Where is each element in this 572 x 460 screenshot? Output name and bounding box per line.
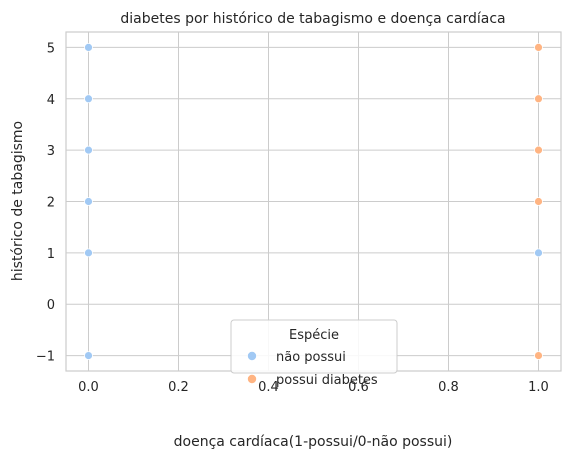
y-tick-labels: −1 0 1 2 3 4 5 — [36, 41, 55, 364]
legend-marker-nao-possui — [246, 350, 257, 361]
point-nao-possui — [534, 248, 543, 258]
point-possui-diabetes — [534, 43, 543, 52]
point-nao-possui — [84, 197, 93, 206]
point-nao-possui — [84, 94, 93, 104]
point-nao-possui — [84, 351, 93, 360]
y-tick-label: 2 — [47, 196, 55, 211]
point-possui-diabetes — [534, 197, 543, 206]
point-nao-possui — [84, 145, 93, 155]
point-nao-possui — [84, 248, 93, 258]
x-tick-label: 0.8 — [438, 380, 459, 395]
x-tick-label: 0.6 — [348, 380, 369, 395]
y-tick-label: 1 — [47, 247, 55, 262]
x-axis-label: doença cardíaca(1-possui/0-não possui) — [174, 434, 453, 450]
y-tick-label: 0 — [47, 298, 55, 313]
legend-label-nao-possui: não possui — [276, 350, 346, 365]
legend: Espécie não possui possui diabetes — [230, 319, 398, 388]
x-tick-labels: 0.0 0.2 0.4 0.6 0.8 1.0 — [78, 380, 549, 395]
y-tick-label: 4 — [47, 93, 55, 108]
chart-title: diabetes por histórico de tabagismo e do… — [120, 11, 505, 27]
y-tick-label: 5 — [47, 41, 55, 56]
point-possui-diabetes — [534, 94, 543, 104]
x-tick-label: 1.0 — [528, 380, 549, 395]
legend-marker-possui-diabetes — [246, 373, 257, 384]
y-axis-label: histórico de tabagismo — [10, 121, 26, 281]
x-tick-label: 0.4 — [258, 380, 279, 395]
point-possui-diabetes — [534, 351, 543, 360]
legend-box — [230, 319, 398, 374]
y-tick-label: −1 — [36, 350, 55, 365]
point-possui-diabetes — [534, 145, 543, 155]
legend-label-possui-diabetes: possui diabetes — [276, 373, 378, 388]
x-tick-label: 0.0 — [78, 380, 99, 395]
y-tick-label: 3 — [47, 144, 55, 159]
legend-title: Espécie — [289, 328, 339, 343]
point-nao-possui — [84, 43, 93, 52]
x-tick-label: 0.2 — [168, 380, 189, 395]
data-points — [84, 43, 543, 360]
